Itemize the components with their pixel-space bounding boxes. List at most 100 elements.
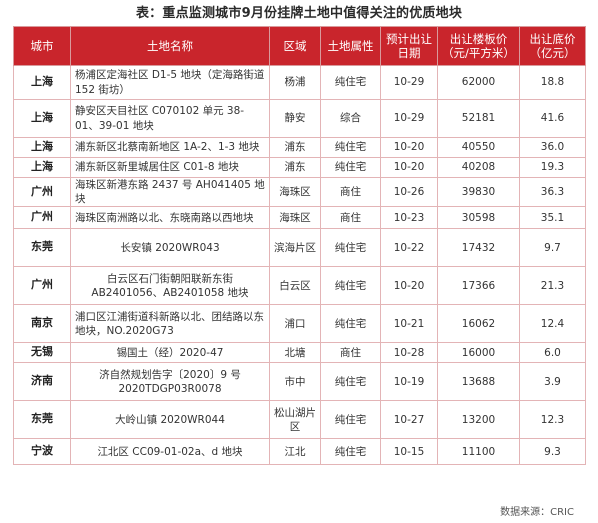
table-row: 上海 浦东新区新里城居住区 C01-8 地块 浦东 纯住宅 10-20 4020…	[13, 157, 586, 178]
cell-city: 上海	[13, 99, 71, 138]
cell-land-name: 济自然规划告字〔2020〕9 号 2020TDGP03R0078	[70, 362, 270, 402]
cell-land-name: 白云区石门街朝阳联新东街 AB2401056、AB2401058 地块	[70, 266, 270, 306]
cell-city: 东莞	[13, 400, 71, 440]
table-title: 表：重点监测城市9月份挂牌土地中值得关注的优质地块	[135, 6, 463, 21]
cell-land-attr: 纯住宅	[320, 157, 381, 178]
land-table: 城市 土地名称 区域 土地属性 预计出让日期 出让楼板价（元/平方米） 出让底价…	[13, 26, 586, 466]
cell-land-attr: 商住	[320, 176, 381, 208]
cell-area: 浦东	[269, 137, 321, 158]
cell-date: 10-21	[380, 304, 438, 344]
table-row: 东莞 长安镇 2020WR043 滨海片区 纯住宅 10-22 17432 9.…	[13, 228, 586, 268]
cell-date: 10-29	[380, 65, 438, 100]
cell-land-name: 浦东新区新里城居住区 C01-8 地块	[70, 157, 270, 178]
cell-floor-price: 13200	[437, 400, 520, 440]
cell-land-name: 浦口区江浦街道科新路以北、团结路以东地块，NO.2020G73	[70, 304, 270, 344]
cell-city: 上海	[13, 157, 71, 178]
table-row: 广州 白云区石门街朝阳联新东街 AB2401056、AB2401058 地块 白…	[13, 266, 586, 306]
table-row: 上海 浦东新区北蔡南新地区 1A-2、1-3 地块 浦东 纯住宅 10-20 4…	[13, 137, 586, 158]
cell-floor-price: 39830	[437, 176, 520, 208]
cell-floor-price: 17432	[437, 228, 520, 268]
cell-land-attr: 纯住宅	[320, 228, 381, 268]
cell-area: 海珠区	[269, 176, 321, 208]
table-header-row: 城市 土地名称 区域 土地属性 预计出让日期 出让楼板价（元/平方米） 出让底价…	[13, 26, 586, 66]
cell-city: 南京	[13, 304, 71, 344]
cell-land-name: 江北区 CC09-01-02a、d 地块	[70, 438, 270, 466]
cell-land-attr: 商住	[320, 342, 381, 364]
cell-city: 济南	[13, 362, 71, 402]
cell-land-attr: 纯住宅	[320, 65, 381, 100]
cell-land-attr: 商住	[320, 206, 381, 230]
cell-date: 10-20	[380, 266, 438, 306]
table-row: 宁波 江北区 CC09-01-02a、d 地块 江北 纯住宅 10-15 111…	[13, 438, 586, 466]
cell-land-attr: 纯住宅	[320, 438, 381, 466]
cell-base-price: 12.4	[519, 304, 586, 344]
cell-area: 白云区	[269, 266, 321, 306]
cell-land-name: 浦东新区北蔡南新地区 1A-2、1-3 地块	[70, 137, 270, 158]
cell-land-attr: 纯住宅	[320, 400, 381, 440]
cell-land-name: 海珠区新港东路 2437 号 AH041405 地块	[70, 176, 270, 208]
cell-floor-price: 30598	[437, 206, 520, 230]
cell-floor-price: 40208	[437, 157, 520, 178]
cell-land-attr: 纯住宅	[320, 304, 381, 344]
cell-land-name: 大岭山镇 2020WR044	[70, 400, 270, 440]
cell-area: 松山湖片区	[269, 400, 321, 440]
cell-base-price: 9.3	[519, 438, 586, 466]
cell-city: 上海	[13, 65, 71, 100]
cell-area: 滨海片区	[269, 228, 321, 268]
cell-area: 市中	[269, 362, 321, 402]
cell-base-price: 12.3	[519, 400, 586, 440]
cell-land-attr: 纯住宅	[320, 266, 381, 306]
cell-base-price: 35.1	[519, 206, 586, 230]
cell-floor-price: 11100	[437, 438, 520, 466]
cell-base-price: 6.0	[519, 342, 586, 364]
cell-date: 10-29	[380, 99, 438, 138]
cell-land-attr: 综合	[320, 99, 381, 138]
cell-city: 东莞	[13, 228, 71, 268]
cell-base-price: 36.3	[519, 176, 586, 208]
cell-base-price: 21.3	[519, 266, 586, 306]
cell-land-attr: 纯住宅	[320, 137, 381, 158]
header-base-price: 出让底价（亿元）	[519, 26, 586, 66]
cell-city: 广州	[13, 266, 71, 306]
cell-land-name: 锡国土（经）2020-47	[70, 342, 270, 364]
table-row: 上海 静安区天目社区 C070102 单元 38-01、39-01 地块 静安 …	[13, 99, 586, 138]
cell-area: 北塘	[269, 342, 321, 364]
cell-floor-price: 17366	[437, 266, 520, 306]
table-row: 东莞 大岭山镇 2020WR044 松山湖片区 纯住宅 10-27 13200 …	[13, 400, 586, 440]
cell-base-price: 41.6	[519, 99, 586, 138]
cell-date: 10-20	[380, 157, 438, 178]
cell-floor-price: 40550	[437, 137, 520, 158]
header-date: 预计出让日期	[380, 26, 438, 66]
cell-floor-price: 16000	[437, 342, 520, 364]
cell-city: 广州	[13, 176, 71, 208]
cell-date: 10-27	[380, 400, 438, 440]
cell-date: 10-15	[380, 438, 438, 466]
cell-land-name: 静安区天目社区 C070102 单元 38-01、39-01 地块	[70, 99, 270, 138]
cell-land-name: 海珠区南洲路以北、东晓南路以西地块	[70, 206, 270, 230]
cell-area: 静安	[269, 99, 321, 138]
cell-area: 浦口	[269, 304, 321, 344]
cell-base-price: 36.0	[519, 137, 586, 158]
data-source-note: 数据来源：CRIC	[500, 507, 574, 518]
cell-base-price: 3.9	[519, 362, 586, 402]
cell-area: 海珠区	[269, 206, 321, 230]
cell-land-attr: 纯住宅	[320, 362, 381, 402]
header-city: 城市	[13, 26, 71, 66]
table-row: 广州 海珠区南洲路以北、东晓南路以西地块 海珠区 商住 10-23 30598 …	[13, 206, 586, 230]
table-row: 济南 济自然规划告字〔2020〕9 号 2020TDGP03R0078 市中 纯…	[13, 362, 586, 402]
table-row: 南京 浦口区江浦街道科新路以北、团结路以东地块，NO.2020G73 浦口 纯住…	[13, 304, 586, 344]
cell-base-price: 19.3	[519, 157, 586, 178]
header-land-attr: 土地属性	[320, 26, 381, 66]
cell-floor-price: 13688	[437, 362, 520, 402]
cell-city: 宁波	[13, 438, 71, 466]
cell-area: 杨浦	[269, 65, 321, 100]
cell-floor-price: 16062	[437, 304, 520, 344]
cell-city: 上海	[13, 137, 71, 158]
cell-land-name: 长安镇 2020WR043	[70, 228, 270, 268]
cell-land-name: 杨浦区定海社区 D1-5 地块（定海路街道 152 街坊）	[70, 65, 270, 100]
cell-date: 10-19	[380, 362, 438, 402]
cell-city: 广州	[13, 206, 71, 230]
cell-area: 江北	[269, 438, 321, 466]
cell-area: 浦东	[269, 157, 321, 178]
cell-base-price: 9.7	[519, 228, 586, 268]
